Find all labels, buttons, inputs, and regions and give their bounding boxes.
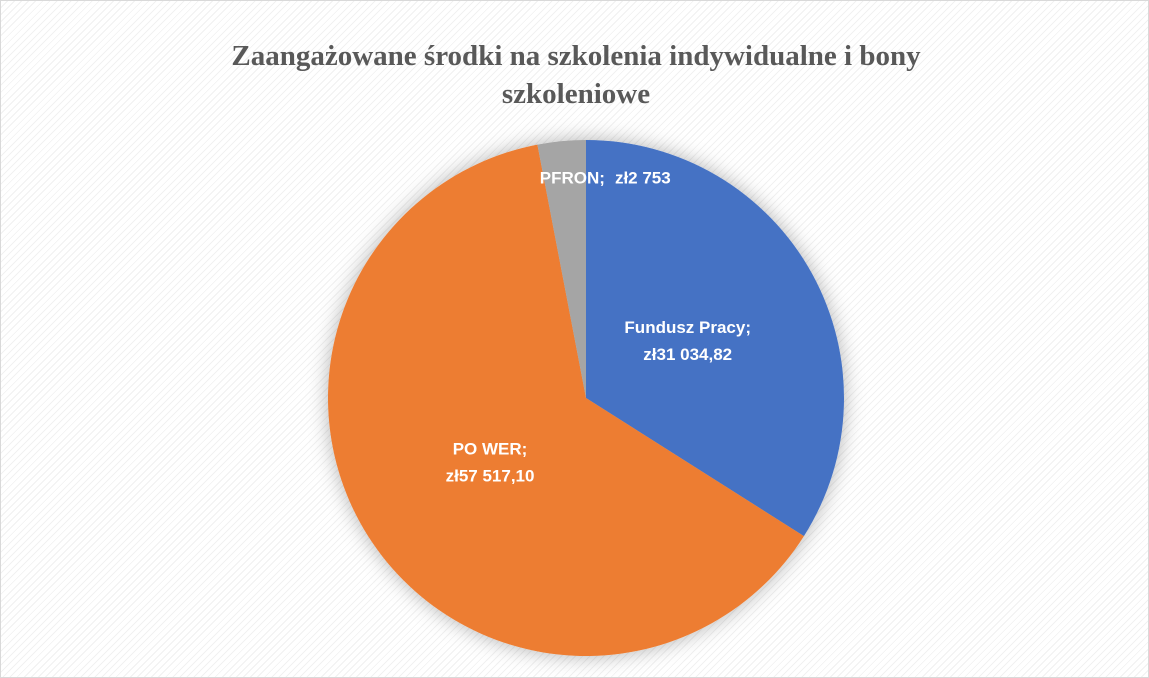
pie-slice <box>537 140 586 398</box>
pie-slice <box>586 140 844 537</box>
value-label: zł2 753 <box>615 169 671 188</box>
data-label: Fundusz Pracy; zł31 034,82 <box>624 319 751 365</box>
chart-title: Zaangażowane środki na szkolenia indywid… <box>231 40 921 110</box>
value-label: zł57 517,10 <box>446 467 535 486</box>
value-label: zł31 034,82 <box>643 346 732 365</box>
labels: Fundusz Pracy; zł31 034,82 PO WER; zł57 517… <box>446 169 751 486</box>
category-label: PO WER; <box>453 440 528 459</box>
category-label: PFRON; <box>540 169 605 188</box>
data-label: PFRON; zł2 753 <box>540 169 671 188</box>
pie <box>328 140 844 656</box>
category-label: Fundusz Pracy; <box>624 319 751 338</box>
pie-slice <box>328 144 804 656</box>
data-label: PO WER; zł57 517,10 <box>446 440 535 486</box>
